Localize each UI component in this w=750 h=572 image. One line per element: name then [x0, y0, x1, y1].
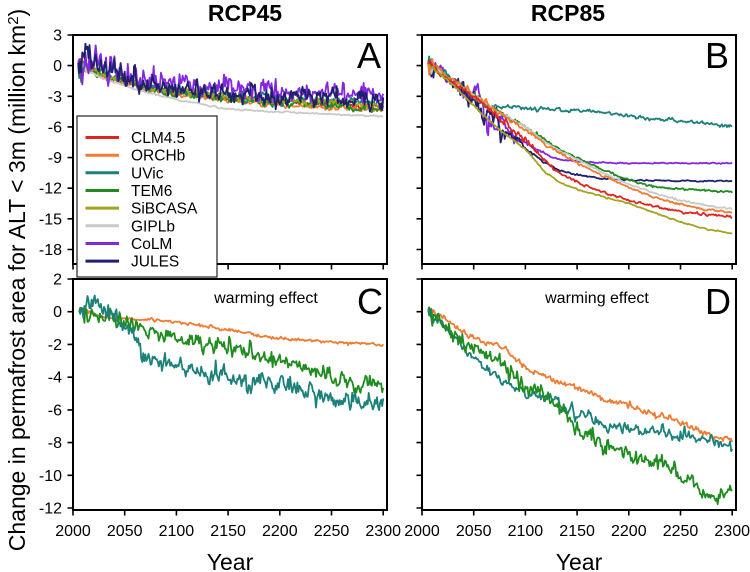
svg-text:0: 0	[53, 58, 62, 75]
svg-text:2250: 2250	[314, 523, 350, 540]
svg-text:TEM6: TEM6	[131, 183, 172, 200]
svg-text:-8: -8	[48, 435, 62, 452]
svg-text:JULES: JULES	[131, 254, 179, 271]
svg-text:-2: -2	[48, 337, 62, 354]
svg-text:2050: 2050	[107, 523, 143, 540]
svg-text:2100: 2100	[508, 523, 544, 540]
svg-text:2200: 2200	[262, 523, 298, 540]
svg-text:-6: -6	[48, 402, 62, 419]
svg-text:-10: -10	[39, 468, 62, 485]
svg-text:2250: 2250	[663, 523, 699, 540]
svg-text:A: A	[357, 35, 381, 76]
svg-text:2200: 2200	[611, 523, 647, 540]
svg-text:GIPLb: GIPLb	[131, 218, 175, 235]
svg-text:SiBCASA: SiBCASA	[131, 201, 198, 218]
svg-text:warming effect: warming effect	[213, 290, 318, 307]
svg-text:2300: 2300	[365, 523, 401, 540]
svg-text:RCP45: RCP45	[208, 0, 282, 26]
svg-text:-18: -18	[39, 242, 62, 259]
svg-text:2000: 2000	[404, 523, 440, 540]
svg-text:-15: -15	[39, 211, 62, 228]
svg-text:ORCHb: ORCHb	[131, 148, 185, 165]
svg-text:Year: Year	[207, 549, 254, 572]
svg-text:RCP85: RCP85	[531, 0, 605, 26]
svg-text:0: 0	[53, 304, 62, 321]
svg-text:2000: 2000	[55, 523, 91, 540]
svg-text:Year: Year	[556, 549, 603, 572]
svg-text:-4: -4	[48, 370, 62, 387]
svg-text:2150: 2150	[559, 523, 595, 540]
svg-text:3: 3	[53, 28, 62, 45]
svg-text:Change in permafrost area for: Change in permafrost area for ALT < 3m (…	[4, 9, 30, 551]
svg-text:2300: 2300	[714, 523, 750, 540]
svg-text:CLM4.5: CLM4.5	[131, 130, 185, 147]
svg-text:B: B	[705, 35, 729, 76]
svg-text:-12: -12	[39, 501, 62, 518]
svg-text:-3: -3	[48, 89, 62, 106]
svg-text:2: 2	[53, 272, 62, 289]
svg-text:2050: 2050	[456, 523, 492, 540]
svg-text:CoLM: CoLM	[131, 236, 172, 253]
svg-text:UVic: UVic	[131, 165, 164, 182]
svg-text:-6: -6	[48, 119, 62, 136]
svg-text:C: C	[357, 281, 383, 322]
svg-text:warming effect: warming effect	[544, 290, 649, 307]
svg-text:D: D	[705, 281, 731, 322]
svg-text:-9: -9	[48, 150, 62, 167]
svg-text:2100: 2100	[159, 523, 195, 540]
svg-text:2150: 2150	[210, 523, 246, 540]
svg-text:-12: -12	[39, 181, 62, 198]
